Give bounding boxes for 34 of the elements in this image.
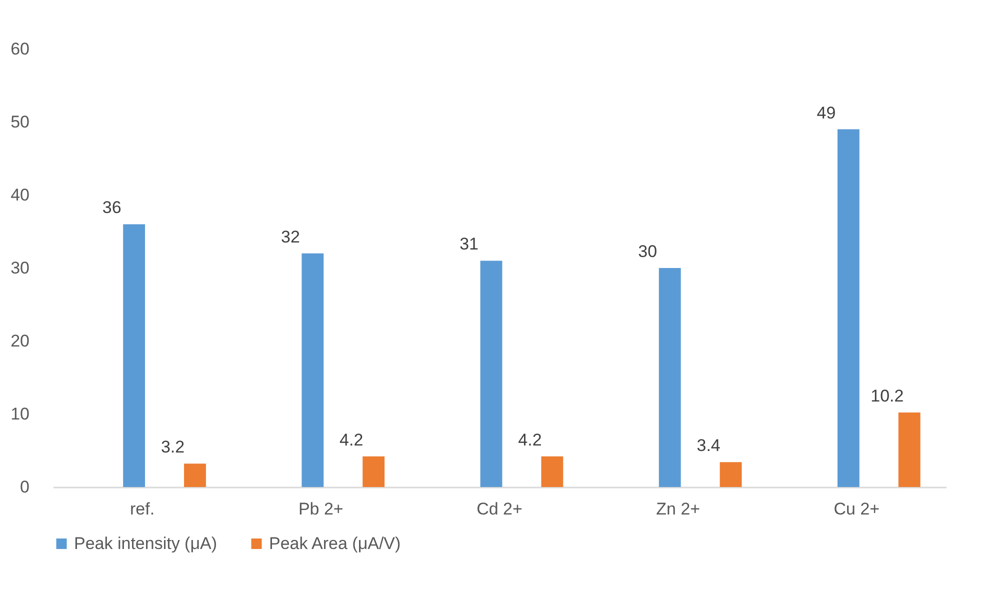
bar bbox=[123, 224, 146, 487]
bar bbox=[720, 462, 742, 487]
bar bbox=[837, 129, 860, 487]
x-tick-label: Cd 2+ bbox=[476, 500, 522, 518]
legend-label: Peak intensity (μA) bbox=[74, 534, 218, 553]
data-label: 4.2 bbox=[518, 430, 542, 450]
bar bbox=[362, 456, 385, 487]
data-label: 36 bbox=[102, 198, 122, 218]
bar bbox=[480, 260, 502, 487]
y-tick-label: 50 bbox=[10, 112, 30, 132]
data-label: 3.2 bbox=[160, 438, 185, 457]
y-tick-label: 40 bbox=[10, 186, 30, 204]
data-label: 49 bbox=[816, 103, 836, 122]
y-tick-label: 0 bbox=[20, 478, 30, 496]
x-tick-label: Pb 2+ bbox=[298, 500, 344, 518]
y-tick-label: 20 bbox=[10, 332, 30, 350]
bar bbox=[184, 464, 206, 487]
y-tick-label: 10 bbox=[10, 404, 30, 424]
data-label: 4.2 bbox=[340, 430, 364, 450]
bar bbox=[898, 412, 920, 487]
data-label: 10.2 bbox=[870, 386, 904, 406]
y-tick-label: 60 bbox=[10, 40, 30, 58]
bar bbox=[658, 268, 681, 487]
data-label: 32 bbox=[280, 227, 300, 246]
data-label: 31 bbox=[460, 234, 478, 254]
x-tick-label: ref. bbox=[130, 500, 155, 518]
data-label: 3.4 bbox=[696, 436, 720, 456]
bar bbox=[541, 456, 564, 487]
x-tick-label: Cu 2+ bbox=[834, 500, 880, 518]
bar bbox=[302, 253, 324, 487]
data-label: 30 bbox=[638, 242, 658, 261]
y-tick-label: 30 bbox=[10, 258, 30, 278]
x-tick-label: Zn 2+ bbox=[656, 500, 700, 518]
legend-label: Peak Area (μA/V) bbox=[269, 534, 401, 553]
